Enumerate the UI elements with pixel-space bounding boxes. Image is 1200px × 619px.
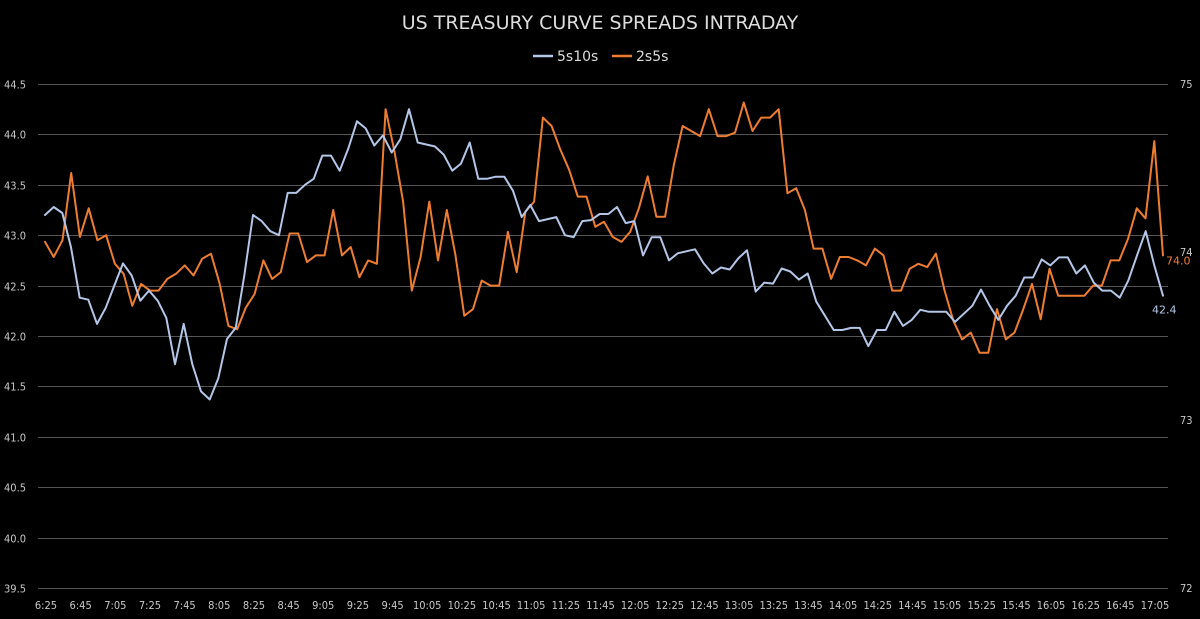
y-axis-right: 72 73 74 75 xyxy=(1180,78,1193,595)
x-tick-label: 7:45 xyxy=(174,599,196,612)
x-tick-label: 9:05 xyxy=(312,599,334,612)
x-tick-label: 16:25 xyxy=(1071,599,1100,612)
x-tick-label: 6:45 xyxy=(70,599,92,612)
legend: 5s10s 2s5s xyxy=(533,49,668,65)
y-left-tick-label: 44.5 xyxy=(4,79,26,92)
x-tick-label: 12:25 xyxy=(656,599,685,612)
end-labels: 74.0 42.4 xyxy=(1152,254,1191,316)
series-line-2s5s xyxy=(44,101,1164,354)
end-value-label-2s5s: 74.0 xyxy=(1166,254,1191,267)
x-tick-label: 6:25 xyxy=(35,599,57,612)
x-tick-label: 14:25 xyxy=(863,599,892,612)
y-left-tick-label: 44.0 xyxy=(4,129,26,142)
x-tick-label: 16:05 xyxy=(1037,599,1066,612)
x-tick-label: 16:45 xyxy=(1106,599,1135,612)
legend-label-5s10s: 5s10s xyxy=(557,49,598,65)
x-axis: 6:25 6:45 7:05 7:25 7:45 8:05 8:25 8:45 9:05 9:25… xyxy=(35,599,1169,612)
x-tick-label: 15:25 xyxy=(967,599,996,612)
y-left-tick-label: 40.0 xyxy=(4,533,26,546)
x-tick-label: 8:45 xyxy=(277,599,299,612)
x-tick-label: 13:25 xyxy=(760,599,789,612)
x-tick-label: 17:05 xyxy=(1141,599,1170,612)
y-left-tick-label: 42.0 xyxy=(4,331,26,344)
x-tick-label: 9:25 xyxy=(347,599,369,612)
x-tick-label: 11:25 xyxy=(552,599,581,612)
x-tick-label: 7:25 xyxy=(139,599,161,612)
x-tick-label: 14:45 xyxy=(898,599,927,612)
chart-title: US TREASURY CURVE SPREADS INTRADAY xyxy=(402,12,799,34)
gridlines xyxy=(38,84,1168,589)
y-left-tick-label: 43.0 xyxy=(4,230,26,243)
x-tick-label: 10:45 xyxy=(482,599,511,612)
x-tick-label: 9:45 xyxy=(381,599,403,612)
x-tick-label: 15:45 xyxy=(1002,599,1031,612)
x-tick-label: 12:45 xyxy=(690,599,719,612)
x-tick-label: 10:05 xyxy=(413,599,442,612)
end-value-label-5s10s: 42.4 xyxy=(1152,304,1177,317)
x-tick-label: 8:25 xyxy=(243,599,265,612)
legend-label-2s5s: 2s5s xyxy=(636,49,668,65)
x-tick-label: 15:05 xyxy=(933,599,962,612)
x-tick-label: 13:45 xyxy=(794,599,823,612)
x-tick-label: 8:05 xyxy=(208,599,230,612)
y-right-tick-label: 72 xyxy=(1180,582,1193,595)
x-tick-label: 11:05 xyxy=(517,599,546,612)
y-left-tick-label: 43.5 xyxy=(4,180,26,193)
x-tick-label: 13:05 xyxy=(725,599,754,612)
y-right-tick-label: 75 xyxy=(1180,78,1193,91)
x-tick-label: 11:45 xyxy=(586,599,615,612)
x-tick-label: 7:05 xyxy=(104,599,126,612)
x-tick-label: 10:25 xyxy=(448,599,477,612)
y-left-tick-label: 41.5 xyxy=(4,381,26,394)
x-tick-label: 14:05 xyxy=(829,599,858,612)
y-right-tick-label: 74 xyxy=(1180,246,1193,259)
y-left-tick-label: 39.5 xyxy=(4,583,26,596)
x-tick-label: 12:05 xyxy=(621,599,650,612)
series xyxy=(44,101,1164,401)
y-left-tick-label: 40.5 xyxy=(4,482,26,495)
y-axis-left: 39.5 40.0 40.5 41.0 41.5 42.0 42.5 43.0 43.5 44.0… xyxy=(4,79,26,596)
series-line-5s10s xyxy=(44,108,1164,401)
y-right-tick-label: 73 xyxy=(1180,414,1193,427)
y-left-tick-label: 41.0 xyxy=(4,432,26,445)
y-left-tick-label: 42.5 xyxy=(4,281,26,294)
